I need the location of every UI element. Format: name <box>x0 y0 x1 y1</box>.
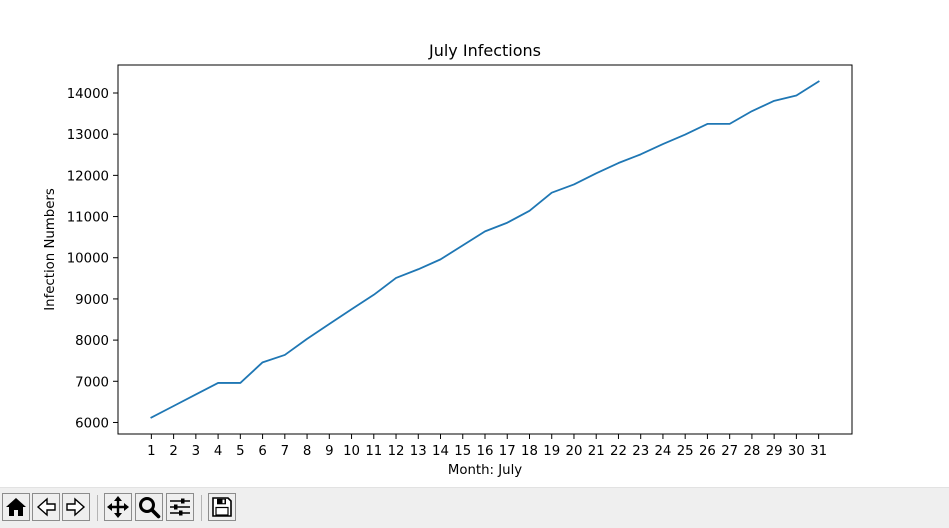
x-tick-label: 19 <box>543 444 560 459</box>
x-axis-label: Month: July <box>448 463 522 478</box>
line-chart: 1 2 3 4 5 6 7 8 9 10 11 12 13 14 15 16 17 18 19 20 21 22 23 24 2… <box>43 41 853 478</box>
back-button[interactable] <box>32 493 60 521</box>
y-tick-label: 7000 <box>75 375 109 390</box>
y-tick-label: 9000 <box>75 293 109 308</box>
x-tick-label: 24 <box>654 444 671 459</box>
x-tick-label: 4 <box>214 444 222 459</box>
y-tick-label: 13000 <box>67 128 109 143</box>
y-axis-label: Infection Numbers <box>43 188 58 311</box>
save-button[interactable] <box>208 493 236 521</box>
x-tick-label: 14 <box>432 444 449 459</box>
x-tick-label: 27 <box>721 444 738 459</box>
x-tick-label: 30 <box>788 444 805 459</box>
chart-title: July Infections <box>428 41 541 60</box>
x-tick-label: 11 <box>365 444 382 459</box>
y-tick-label: 11000 <box>67 211 109 226</box>
floppy-disk-icon <box>212 497 232 517</box>
y-tick-label: 14000 <box>67 87 109 102</box>
y-tick-label: 8000 <box>75 334 109 349</box>
configure-subplots-button[interactable] <box>166 493 194 521</box>
x-tick-label: 16 <box>477 444 494 459</box>
series-line <box>150 80 820 419</box>
x-tick-label: 31 <box>810 444 827 459</box>
axes-frame <box>117 64 853 435</box>
y-tick-label: 6000 <box>75 416 109 431</box>
x-tick-label: 8 <box>303 444 311 459</box>
x-tick-label: 15 <box>454 444 471 459</box>
x-tick-label: 2 <box>169 444 177 459</box>
forward-button[interactable] <box>62 493 90 521</box>
x-tick-label: 17 <box>499 444 516 459</box>
forward-arrow-icon <box>66 497 86 517</box>
zoom-button[interactable] <box>135 493 163 521</box>
figure-canvas: 1 2 3 4 5 6 7 8 9 10 11 12 13 14 15 16 17 18 19 20 21 22 23 24 2… <box>43 41 853 478</box>
home-icon <box>6 498 26 516</box>
toolbar-separator <box>201 495 202 521</box>
back-arrow-icon <box>36 497 56 517</box>
x-tick-label: 13 <box>410 444 427 459</box>
x-tick-label: 21 <box>588 444 605 459</box>
toolbar-separator <box>97 495 98 521</box>
x-tick-label: 29 <box>766 444 783 459</box>
x-tick-label: 7 <box>281 444 289 459</box>
pan-move-icon <box>107 496 129 518</box>
x-tick-label: 23 <box>632 444 649 459</box>
x-tick-label: 10 <box>343 444 360 459</box>
zoom-magnifier-icon <box>139 497 161 519</box>
home-button[interactable] <box>2 493 30 521</box>
x-tick-label: 25 <box>677 444 694 459</box>
x-tick-label: 6 <box>258 444 266 459</box>
navigation-toolbar <box>0 487 949 528</box>
y-tick-label: 10000 <box>67 252 109 267</box>
x-tick-label: 3 <box>192 444 200 459</box>
pan-button[interactable] <box>104 493 132 521</box>
x-tick-label: 1 <box>147 444 155 459</box>
x-tick-label: 26 <box>699 444 716 459</box>
x-tick-label: 18 <box>521 444 538 459</box>
y-tick-label: 12000 <box>67 169 109 184</box>
x-tick-label: 22 <box>610 444 627 459</box>
x-tick-label: 9 <box>325 444 333 459</box>
x-tick-label: 5 <box>236 444 244 459</box>
x-tick-label: 20 <box>566 444 583 459</box>
sliders-icon <box>170 498 190 516</box>
x-tick-label: 28 <box>743 444 760 459</box>
x-tick-label: 12 <box>388 444 405 459</box>
